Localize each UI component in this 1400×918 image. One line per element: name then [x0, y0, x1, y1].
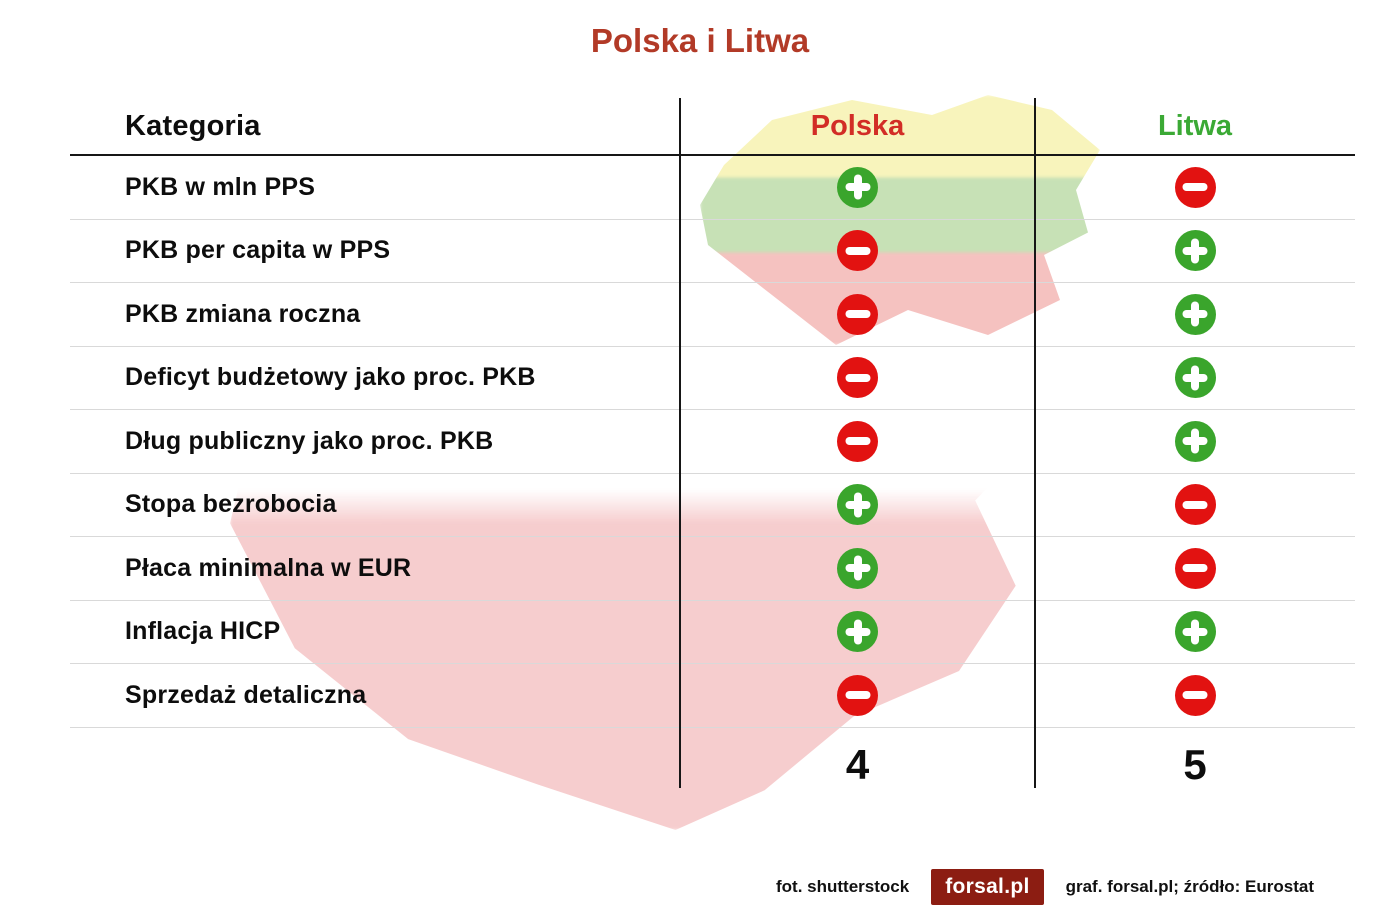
minus-icon	[837, 293, 878, 335]
plus-icon	[1174, 357, 1216, 399]
litwa-total: 5	[1183, 740, 1207, 788]
plus-icon	[1174, 293, 1216, 335]
plus-icon	[837, 166, 878, 208]
litwa-cell	[1035, 420, 1355, 462]
minus-icon	[837, 230, 878, 272]
polska-total: 4	[845, 740, 870, 788]
litwa-cell	[1035, 166, 1355, 208]
table-row: Płaca minimalna w EUR	[70, 537, 1355, 601]
table-row: Stopa bezrobocia	[70, 474, 1355, 537]
table-body: PKB w mln PPS PKB per capita w PPS PKB z…	[70, 156, 1355, 728]
category-label: Płaca minimalna w EUR	[125, 553, 412, 582]
litwa-cell	[1035, 611, 1355, 653]
litwa-cell	[1035, 357, 1355, 399]
totals-spacer	[70, 761, 680, 762]
minus-icon	[1174, 674, 1216, 716]
litwa-cell	[1035, 674, 1355, 716]
category-column-header: Kategoria	[125, 109, 261, 142]
polska-cell	[680, 357, 1035, 399]
category-label: Inflacja HICP	[125, 617, 281, 646]
litwa-column-header: Litwa	[1157, 109, 1233, 142]
table-row: PKB per capita w PPS	[70, 220, 1355, 283]
category-label: PKB w mln PPS	[125, 172, 316, 201]
page-title: Polska i Litwa	[590, 22, 810, 59]
plus-icon	[1174, 420, 1216, 462]
minus-icon	[837, 420, 878, 462]
table-row: Sprzedaż detaliczna	[70, 664, 1355, 728]
graphic-credit: graf. forsal.pl; źródło: Eurostat	[1065, 877, 1314, 896]
category-label: Sprzedaż detaliczna	[125, 680, 367, 709]
polska-cell	[680, 230, 1035, 272]
footer: fot. shutterstock forsal.pl graf. forsal…	[776, 869, 1314, 905]
category-label: Dług publiczny jako proc. PKB	[125, 426, 494, 455]
plus-icon	[837, 611, 878, 653]
plus-icon	[1174, 230, 1216, 272]
polska-cell	[680, 484, 1035, 526]
minus-icon	[1174, 547, 1216, 589]
category-label: Stopa bezrobocia	[125, 490, 337, 519]
table-row: PKB zmiana roczna	[70, 283, 1355, 347]
category-label: Deficyt budżetowy jako proc. PKB	[125, 363, 536, 392]
polska-cell	[680, 674, 1035, 716]
photo-credit: fot. shutterstock	[776, 877, 910, 896]
plus-icon	[837, 547, 878, 589]
minus-icon	[1174, 484, 1216, 526]
polska-cell	[680, 611, 1035, 653]
polska-cell	[680, 166, 1035, 208]
litwa-cell	[1035, 230, 1355, 272]
comparison-table: Kategoria Polska Litwa PKB w mln PPS PKB…	[70, 98, 1355, 796]
plus-icon	[1174, 611, 1216, 653]
table-row: Dług publiczny jako proc. PKB	[70, 410, 1355, 474]
table-row: Deficyt budżetowy jako proc. PKB	[70, 347, 1355, 410]
plus-icon	[837, 484, 878, 526]
minus-icon	[837, 357, 878, 399]
table-row: PKB w mln PPS	[70, 156, 1355, 220]
polska-cell	[680, 547, 1035, 589]
totals-row: 4 5	[70, 728, 1355, 796]
column-divider-right	[1034, 98, 1036, 788]
litwa-cell	[1035, 547, 1355, 589]
polska-cell	[680, 293, 1035, 335]
minus-icon	[1174, 166, 1216, 208]
category-label: PKB per capita w PPS	[125, 236, 391, 265]
litwa-cell	[1035, 293, 1355, 335]
litwa-cell	[1035, 484, 1355, 526]
minus-icon	[837, 674, 878, 716]
polska-cell	[680, 420, 1035, 462]
table-row: Inflacja HICP	[70, 601, 1355, 664]
polska-column-header: Polska	[810, 109, 905, 142]
table-header: Kategoria Polska Litwa	[70, 98, 1355, 156]
forsal-logo: forsal.pl	[931, 869, 1044, 905]
column-divider-left	[679, 98, 681, 788]
category-label: PKB zmiana roczna	[125, 299, 361, 328]
